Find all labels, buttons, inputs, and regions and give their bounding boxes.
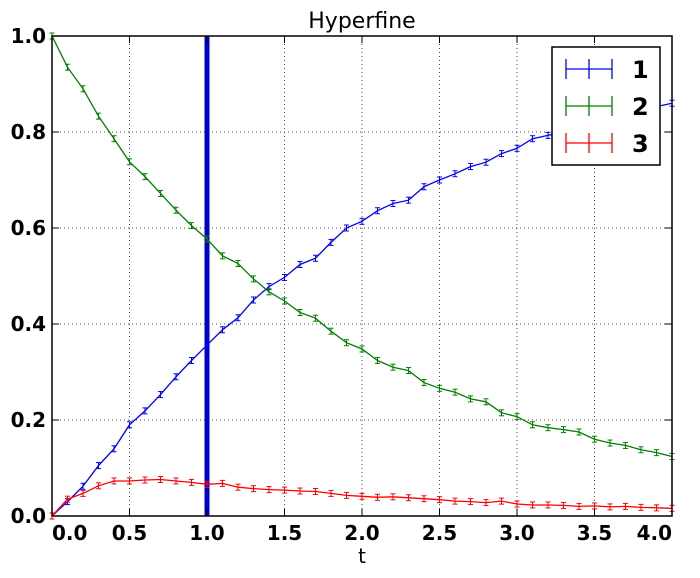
- x-tick-label: 2.0: [344, 521, 379, 545]
- x-tick-label: 1.0: [189, 521, 224, 545]
- x-tick-label: 1.5: [267, 521, 302, 545]
- x-tick-label: 0.0: [52, 521, 87, 545]
- legend-label: 2: [632, 93, 649, 121]
- x-tick-label: 3.0: [499, 521, 534, 545]
- y-tick-labels: 0.0 0.2 0.4 0.6 0.8 1.0: [11, 24, 46, 528]
- y-tick-label: 1.0: [11, 24, 46, 48]
- x-tick-label: 0.5: [112, 521, 147, 545]
- x-tick-label: 3.5: [577, 521, 612, 545]
- y-tick-label: 0.8: [11, 120, 46, 144]
- chart-title: Hyperfine: [308, 9, 415, 34]
- x-tick-label: 2.5: [422, 521, 457, 545]
- y-tick-label: 0.0: [11, 504, 46, 528]
- legend-label: 1: [632, 56, 649, 84]
- y-tick-label: 0.2: [11, 408, 46, 432]
- legend-item-1: 1: [565, 56, 649, 84]
- legend: 1 2 3: [551, 46, 661, 166]
- axis-ticks: [51, 35, 673, 517]
- legend-item-3: 3: [565, 130, 649, 158]
- legend-item-2: 2: [565, 93, 649, 121]
- x-tick-labels: 0.0 0.5 1.0 1.5 2.0 2.5 3.0 3.5 4.0: [52, 521, 672, 545]
- y-tick-label: 0.6: [11, 216, 46, 240]
- x-axis-label: t: [358, 544, 366, 568]
- x-tick-label: 4.0: [637, 521, 672, 545]
- y-tick-label: 0.4: [11, 312, 46, 336]
- legend-label: 3: [632, 130, 649, 158]
